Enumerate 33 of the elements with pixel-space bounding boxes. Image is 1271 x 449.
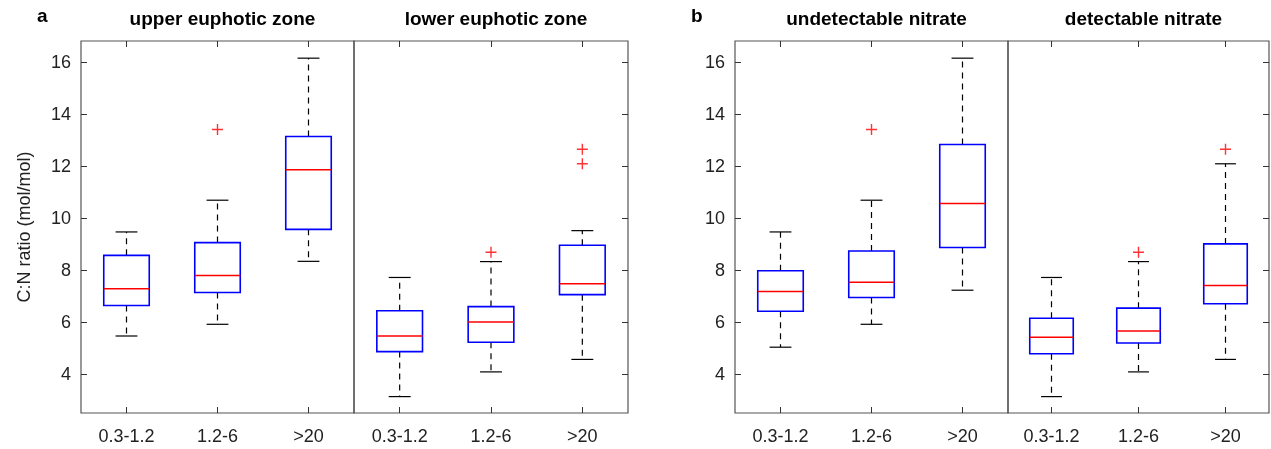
x-tick-label: 0.3-1.2	[98, 426, 155, 446]
x-tick-label: 1.2-6	[1117, 426, 1160, 446]
y-tick-label: 12	[704, 155, 725, 176]
text: a	[37, 5, 48, 26]
y-tick-label: 10	[50, 207, 71, 228]
x-tick-label: >20	[1210, 426, 1241, 446]
y-tick-label: 16	[50, 51, 71, 72]
y-tick-label: 6	[714, 311, 725, 332]
x-tick-label: 0.3-1.2	[1023, 426, 1080, 446]
y-tick-label: 4	[714, 363, 725, 384]
y-tick-label: 14	[704, 103, 725, 124]
y-tick-label: 10	[704, 207, 725, 228]
x-tick-label: 0.3-1.2	[752, 426, 809, 446]
chart-title: lower euphotic zone	[404, 8, 588, 29]
chart-title: undetectable nitrate	[786, 8, 967, 29]
y-tick-label: 16	[704, 51, 725, 72]
chart-title: upper euphotic zone	[129, 8, 316, 29]
y-tick-label: 8	[60, 259, 71, 280]
x-tick-label: >20	[567, 426, 598, 446]
chart-title: detectable nitrate	[1064, 8, 1223, 29]
y-tick-label: 4	[60, 363, 71, 384]
text: b	[691, 5, 703, 26]
x-tick-label: 0.3-1.2	[371, 426, 428, 446]
y-tick-label: 8	[714, 259, 725, 280]
y-tick-label: 6	[60, 311, 71, 332]
x-tick-label: 1.2-6	[196, 426, 239, 446]
x-tick-label: >20	[293, 426, 324, 446]
x-tick-label: 1.2-6	[850, 426, 893, 446]
x-tick-label: 1.2-6	[470, 426, 512, 446]
y-axis-title: C:N ratio (mol/mol)	[14, 151, 34, 303]
y-tick-label: 14	[50, 103, 71, 124]
y-tick-label: 12	[50, 155, 71, 176]
x-tick-label: >20	[947, 426, 978, 446]
